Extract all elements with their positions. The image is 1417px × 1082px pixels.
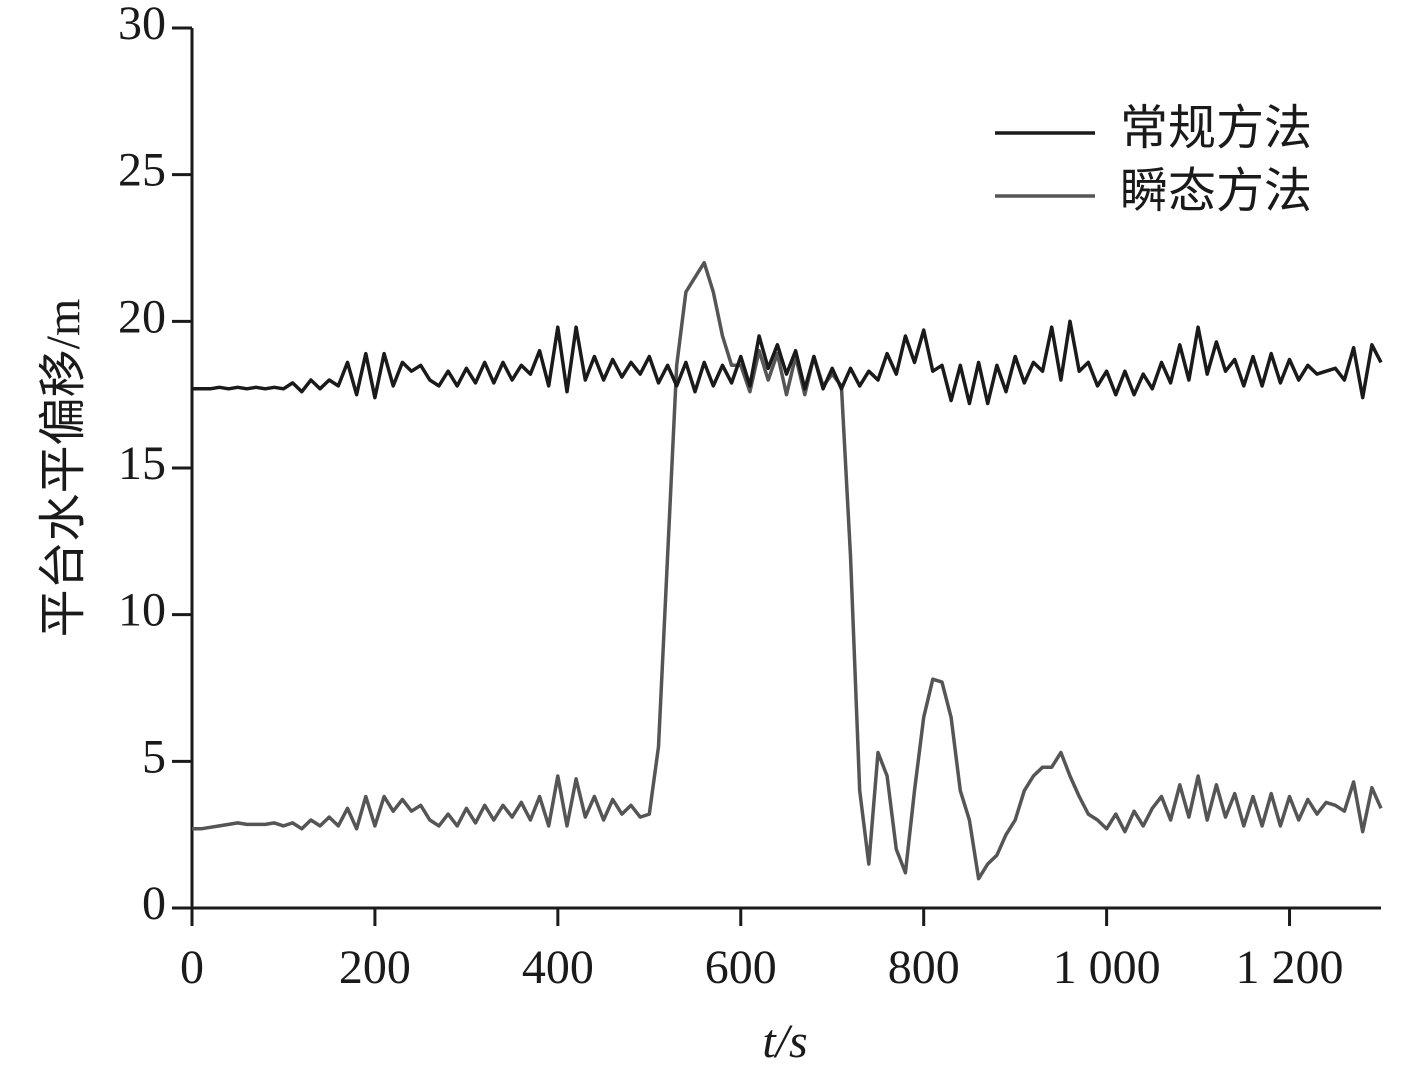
y-tick-label: 5 (142, 730, 166, 783)
x-tick-label: 1 000 (1053, 941, 1161, 994)
y-tick-label: 10 (118, 584, 166, 637)
x-tick-label: 800 (888, 941, 960, 994)
y-tick-label: 25 (118, 144, 166, 197)
x-axis-label: t/s (762, 1015, 807, 1068)
x-tick-label: 200 (339, 941, 411, 994)
x-tick-label: 0 (180, 941, 204, 994)
series-line (192, 319, 1383, 406)
x-tick-label: 1 200 (1236, 941, 1344, 994)
series-line (192, 260, 1383, 881)
x-tick-label: 400 (522, 941, 594, 994)
y-tick-label: 15 (118, 437, 166, 490)
y-axis-label: 平台水平偏移/m (37, 299, 90, 638)
y-tick-label: 20 (118, 290, 166, 343)
legend-label: 常规方法 (1120, 102, 1312, 155)
y-tick-label: 0 (142, 877, 166, 930)
y-tick-label: 30 (118, 0, 166, 50)
legend-label: 瞬态方法 (1120, 165, 1312, 218)
x-tick-label: 600 (705, 941, 777, 994)
